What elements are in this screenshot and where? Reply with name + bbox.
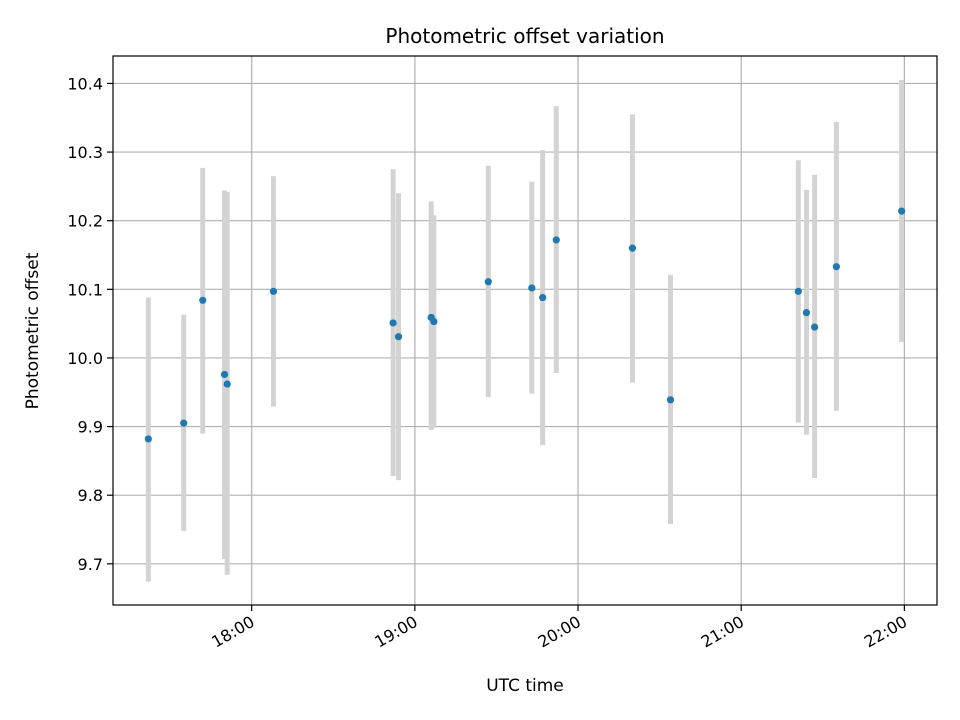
- data-points: [144, 207, 906, 443]
- y-tick-label: 10.1: [67, 280, 103, 299]
- x-tick-label: 21:00: [698, 612, 747, 652]
- y-tick-label: 10.2: [67, 212, 103, 231]
- y-tick-label: 9.8: [78, 486, 103, 505]
- data-point: [628, 244, 637, 252]
- y-tick-label: 9.7: [78, 555, 103, 574]
- data-point: [430, 317, 438, 326]
- x-tick-label: 19:00: [371, 612, 420, 652]
- x-tick-label: 22:00: [861, 612, 910, 652]
- data-point: [794, 287, 802, 295]
- y-tick-label: 10.0: [67, 349, 103, 368]
- data-point: [552, 236, 560, 244]
- data-point: [223, 380, 231, 388]
- data-point: [180, 419, 188, 427]
- data-point: [394, 333, 403, 341]
- data-point: [802, 309, 811, 317]
- data-point: [199, 296, 207, 304]
- data-point: [269, 287, 278, 295]
- data-point: [220, 370, 229, 379]
- data-point: [389, 319, 397, 327]
- x-tick-label: 18:00: [208, 612, 257, 652]
- data-point: [528, 284, 536, 292]
- y-ticks: 9.7 9.8 9.9 10.0 10.1 10.2 10.3 10.4: [67, 74, 113, 574]
- data-point: [144, 435, 152, 443]
- y-tick-label: 10.3: [67, 143, 103, 162]
- errorbars: [145, 80, 905, 582]
- x-tick-label: 20:00: [535, 612, 584, 652]
- data-point: [832, 263, 840, 271]
- y-tick-label: 10.4: [67, 74, 103, 93]
- y-axis-label: Photometric offset: [23, 252, 43, 409]
- y-tick-label: 9.9: [78, 418, 103, 437]
- data-point: [539, 293, 547, 302]
- data-point: [484, 278, 492, 286]
- data-point: [898, 207, 906, 215]
- grid: [113, 56, 937, 605]
- x-axis-label: UTC time: [486, 676, 564, 696]
- chart-title: Photometric offset variation: [385, 24, 664, 48]
- data-point: [666, 396, 675, 404]
- plot-frame: [112, 55, 938, 606]
- data-point: [811, 323, 819, 331]
- x-ticks: 18:00 19:00 20:00 21:00 22:00: [208, 605, 910, 652]
